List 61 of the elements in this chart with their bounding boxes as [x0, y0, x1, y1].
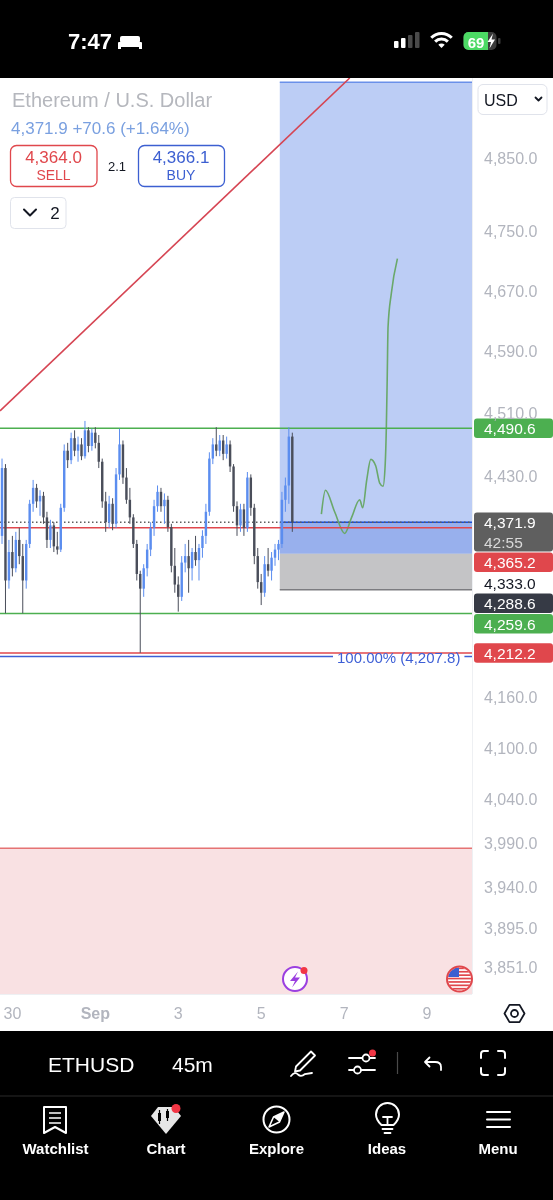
x-tick-label: Sep: [80, 1004, 111, 1022]
text: Watchlist: [22, 1139, 89, 1157]
y-tick-label: 4,750.0: [484, 222, 538, 240]
ref-line-label: 4,212.2: [484, 644, 536, 662]
y-tick-label: 4,850.0: [484, 149, 538, 167]
candlestick: [194, 535, 197, 567]
annotation: 2: [50, 203, 60, 223]
text: 4,371.9 +70.6 (+1.64%): [11, 118, 190, 138]
candlestick: [35, 483, 38, 509]
annotation: 2.1: [107, 158, 127, 174]
text: 69: [467, 33, 485, 50]
y-tick-label: 4,590.0: [484, 342, 538, 360]
text: Explore: [248, 1139, 305, 1157]
candlestick: [142, 563, 145, 598]
ref-line-label: 4,371.9: [484, 513, 536, 531]
text: USD: [484, 91, 518, 109]
text: Menu: [478, 1139, 518, 1157]
y-tick-label: 4,040.0: [484, 790, 538, 808]
x-tick-label: 3: [173, 1004, 183, 1022]
candlestick: [111, 497, 114, 531]
annotation: SELL: [36, 167, 71, 183]
candlestick: [187, 539, 190, 594]
text: Ideas: [367, 1139, 407, 1157]
y-tick-label: 3,940.0: [484, 878, 538, 896]
ref-line-label: 4,490.6: [484, 419, 536, 437]
candlestick: [87, 426, 90, 453]
candlestick: [163, 492, 166, 525]
x-tick-label: 5: [256, 1004, 266, 1022]
x-tick-label: 7: [339, 1004, 349, 1022]
candlestick: [73, 429, 76, 457]
candlestick: [215, 426, 218, 457]
candlestick: [11, 535, 14, 577]
candlestick: [225, 436, 228, 460]
annotation: 4,288.6: [484, 594, 536, 612]
annotation: BUY: [166, 167, 197, 183]
ref-line-label: 4,259.6: [484, 615, 536, 633]
annotation: 4,333.0: [484, 574, 537, 592]
x-tick-label: 30: [3, 1004, 22, 1022]
y-tick-label: 4,510.0: [484, 404, 538, 422]
y-tick-label: 3,895.0: [484, 919, 538, 937]
ref-line-label: 4,365.2: [484, 553, 536, 571]
candlestick: [80, 437, 83, 461]
y-tick-label: 3,990.0: [484, 834, 538, 852]
candlestick: [239, 503, 242, 533]
y-tick-label: 3,851.0: [484, 958, 538, 976]
text: 7:47: [67, 28, 113, 54]
candlestick: [66, 442, 69, 469]
text: Chart: [146, 1139, 186, 1157]
x-tick-label: 9: [422, 1004, 432, 1022]
text: ETHUSD: [48, 1052, 135, 1076]
annotation: 4,364.0: [25, 147, 82, 167]
text: Ethereum / U.S. Dollar: [12, 89, 213, 111]
candlestick: [76, 436, 80, 463]
y-tick-label: 4,100.0: [484, 739, 538, 757]
text: 45m: [172, 1052, 213, 1076]
annotation: 4,366.1: [152, 147, 210, 167]
y-tick-label: 4,670.0: [484, 282, 538, 300]
text: 42:55: [484, 533, 523, 551]
y-tick-label: 4,430.0: [484, 467, 538, 485]
y-tick-label: 4,160.0: [484, 688, 538, 706]
candlestick: [49, 519, 52, 549]
